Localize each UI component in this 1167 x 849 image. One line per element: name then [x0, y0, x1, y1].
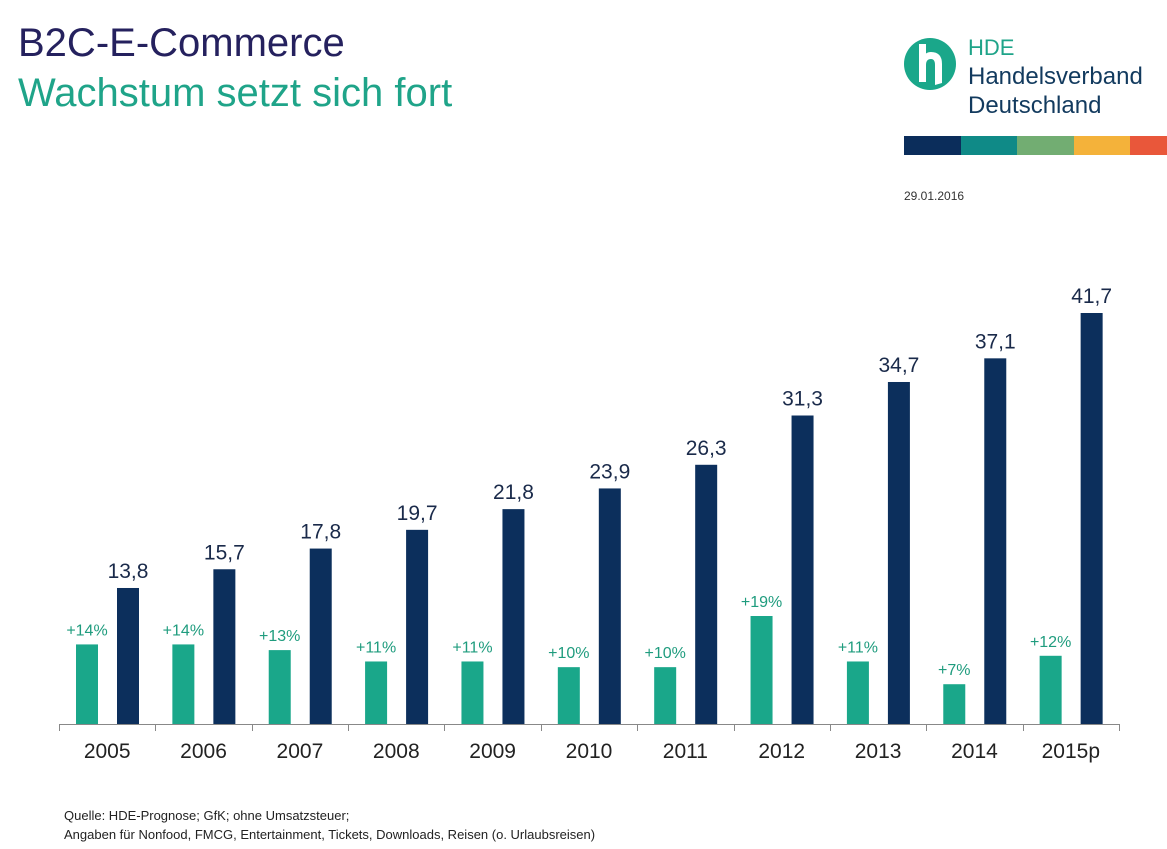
x-axis-category-label: 2011 — [663, 740, 708, 763]
x-axis-category-label: 2012 — [758, 740, 805, 763]
hde-h-circle-logo-icon — [904, 38, 956, 90]
revenue-label: 13,8 — [108, 560, 149, 583]
brand-color-bar — [904, 136, 1167, 155]
revenue-bar — [598, 488, 621, 724]
revenue-label: 31,3 — [782, 388, 823, 411]
x-axis-category-label: 2015p — [1042, 740, 1100, 763]
revenue-bar — [502, 509, 525, 724]
growth-bar — [365, 661, 388, 724]
revenue-bar — [406, 529, 429, 724]
growth-bar — [557, 667, 580, 724]
revenue-label: 19,7 — [397, 502, 438, 525]
growth-label: +11% — [452, 639, 492, 656]
revenue-label: 17,8 — [300, 521, 341, 544]
revenue-bar — [117, 587, 139, 724]
revenue-label: 34,7 — [878, 354, 919, 377]
growth-bar — [1039, 655, 1062, 724]
revenue-bar — [213, 569, 236, 724]
source-line-2: Angaben für Nonfood, FMCG, Entertainment… — [64, 827, 596, 842]
brand-color-segment — [1073, 136, 1131, 155]
brand-color-segment — [904, 136, 961, 155]
growth-bar — [268, 650, 291, 724]
growth-label: +13% — [259, 628, 300, 645]
growth-label: +12% — [1030, 634, 1071, 651]
revenue-label: 37,1 — [975, 330, 1016, 353]
brand-color-segment — [1017, 136, 1074, 155]
growth-label: +19% — [741, 594, 782, 611]
logo-name-line1: Handelsverband — [968, 63, 1143, 90]
growth-label: +10% — [548, 645, 589, 662]
growth-bar — [461, 661, 484, 724]
date-label: 29.01.2016 — [904, 189, 965, 203]
hde-logo: HDE Handelsverband Deutschland — [904, 36, 1164, 126]
revenue-label: 23,9 — [589, 460, 630, 483]
growth-label: +11% — [356, 639, 396, 656]
revenue-bar — [1080, 313, 1103, 724]
source-line-1: Quelle: HDE-Prognose; GfK; ohne Umsatzst… — [64, 808, 350, 823]
x-axis-category-label: 2013 — [855, 740, 902, 763]
x-axis-category-label: 2014 — [951, 740, 998, 763]
revenue-label: 41,7 — [1071, 285, 1112, 308]
growth-bar — [172, 644, 195, 724]
revenue-bar — [791, 415, 814, 724]
logo-abbreviation: HDE — [968, 35, 1015, 60]
logo-name-line2: Deutschland — [968, 92, 1102, 119]
x-axis-category-label: 2009 — [469, 740, 516, 763]
revenue-bar — [984, 358, 1007, 724]
growth-bar — [750, 616, 773, 724]
revenue-label: 21,8 — [493, 481, 534, 504]
growth-label: +10% — [644, 645, 685, 662]
page-title: B2C-E-Commerce — [18, 21, 345, 65]
x-axis-category-label: 2010 — [566, 740, 613, 763]
page-subtitle: Wachstum setzt sich fort — [18, 71, 453, 115]
growth-label: +14% — [163, 622, 204, 639]
x-axis-category-label: 2005 — [84, 740, 131, 763]
growth-bar — [654, 667, 677, 724]
revenue-bar — [887, 381, 910, 724]
x-axis-category-label: 2007 — [277, 740, 324, 763]
source-note: Quelle: HDE-Prognose; GfK; ohne Umsatzst… — [64, 806, 595, 844]
growth-bar — [846, 661, 869, 724]
revenue-label: 15,7 — [204, 541, 245, 564]
brand-color-segment — [960, 136, 1018, 155]
brand-color-segment — [1130, 136, 1167, 155]
x-axis-category-label: 2008 — [373, 740, 420, 763]
revenue-bar — [695, 464, 718, 724]
growth-bar — [76, 644, 98, 724]
growth-label: +7% — [938, 662, 970, 679]
revenue-label: 26,3 — [686, 437, 727, 460]
growth-bar — [943, 684, 966, 724]
revenue-bar — [309, 548, 332, 724]
growth-label: +14% — [66, 622, 107, 639]
growth-label: +11% — [838, 639, 878, 656]
x-axis-category-label: 2006 — [180, 740, 227, 763]
